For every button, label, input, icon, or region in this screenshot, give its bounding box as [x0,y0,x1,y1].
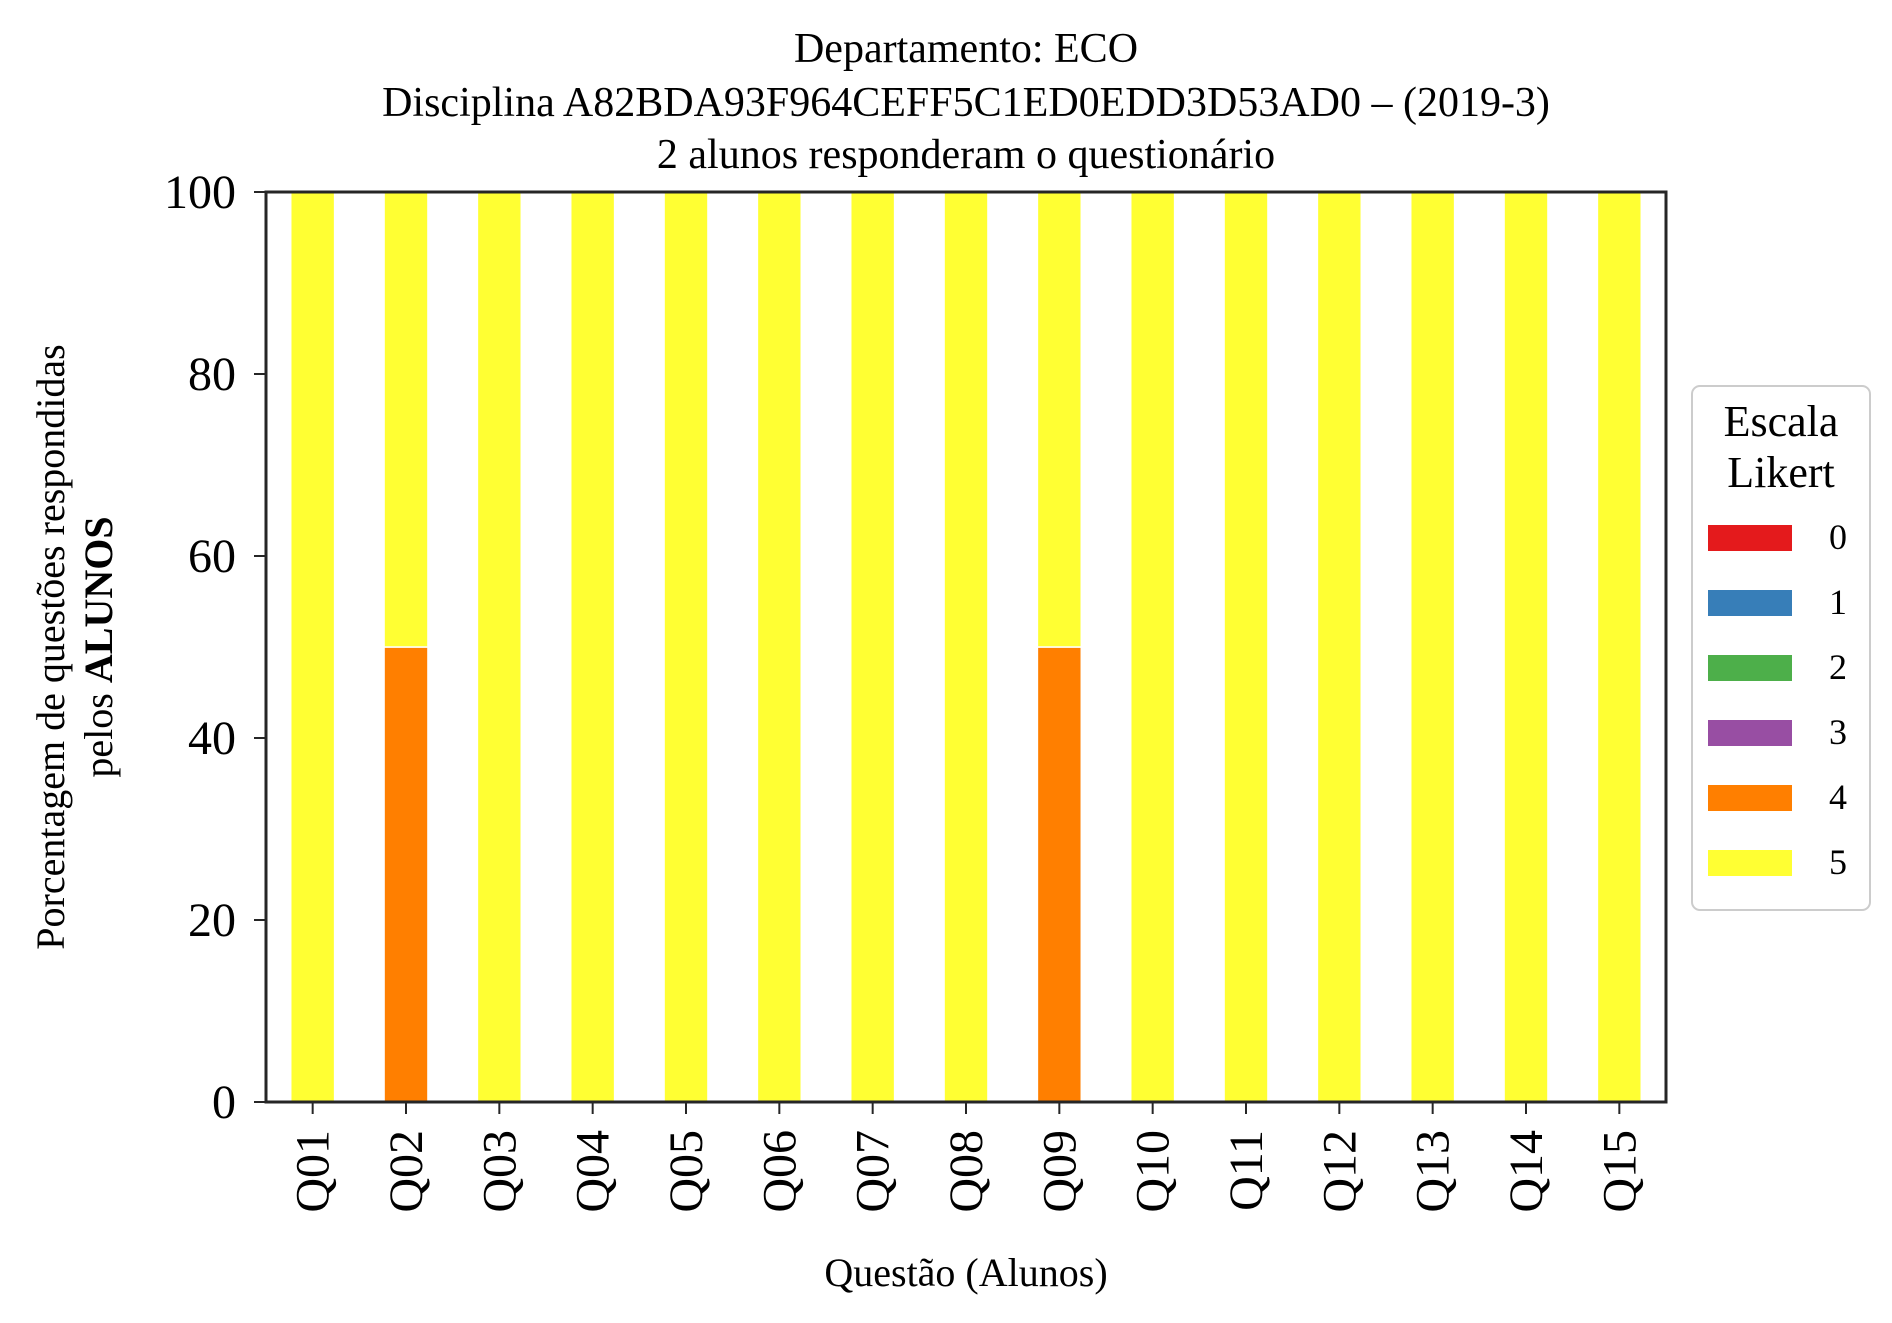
x-tick-label-q02: Q02 [380,1130,433,1213]
x-tick-label-q05: Q05 [660,1130,713,1213]
legend-label-2: 2 [1829,647,1847,687]
title-line-3: 2 alunos responderam o questionário [657,132,1275,178]
x-tick-label-q08: Q08 [940,1130,993,1213]
x-tick-label-q15: Q15 [1593,1130,1646,1213]
legend-title-line-2: Likert [1727,448,1835,497]
bars [289,191,1643,1103]
legend-swatch-2 [1708,655,1792,681]
bar-q09-likert-4 [1036,646,1083,1103]
bar-q12-likert-5 [1316,191,1363,1103]
x-axis-ticks: Q01 Q02 Q03 Q04 Q05 Q06 Q07 Q08 Q09 Q10 Q11 Q12 Q13 Q… [287,1102,1646,1213]
bar-q15-likert-5 [1596,191,1643,1103]
chart-title: Departamento: ECO Disciplina A82BDA93F96… [382,26,1550,178]
y-tick-label: 40 [188,712,236,765]
y-axis-label-line-1: Porcentagem de questões respondidas [28,344,73,949]
x-tick-label-q14: Q14 [1500,1130,1553,1213]
x-tick-label-q04: Q04 [567,1130,620,1213]
legend-swatch-5 [1708,850,1792,876]
legend-label-5: 5 [1829,842,1847,882]
bar-q02-likert-4 [383,646,429,1103]
y-tick-label: 60 [188,530,236,583]
legend-label-3: 3 [1829,712,1847,752]
bar-q08-likert-5 [943,191,989,1103]
legend-frame [1691,385,1871,911]
x-tick-label-q12: Q12 [1313,1130,1366,1213]
bar-q10-likert-5 [1129,191,1176,1103]
plot-frame [264,190,1668,1104]
x-tick-label-q09: Q09 [1033,1130,1086,1213]
x-tick-label-q03: Q03 [473,1130,526,1213]
bar-q04-likert-5 [569,191,616,1103]
y-axis-label-line-2: pelos ALUNOS [76,516,121,777]
y-axis-label-prefix: pelos [76,683,121,777]
x-tick-label-q07: Q07 [847,1130,900,1213]
x-tick-label-q10: Q10 [1127,1130,1180,1213]
x-tick-label-q11: Q11 [1220,1130,1273,1211]
legend-label-1: 1 [1829,582,1847,622]
x-tick-label-q06: Q06 [753,1130,806,1213]
bar-q01-likert-5 [289,191,336,1103]
x-axis-label: Questão (Alunos) [824,1250,1107,1295]
legend-title-line-1: Escala [1724,397,1839,446]
y-tick-label: 100 [164,166,236,219]
legend-swatch-0 [1708,525,1792,551]
bar-q07-likert-5 [849,191,896,1103]
bar-q11-likert-5 [1223,191,1269,1103]
bar-q05-likert-5 [663,191,709,1103]
bar-q14-likert-5 [1503,191,1549,1103]
bar-q13-likert-5 [1409,191,1456,1103]
legend-label-0: 0 [1829,517,1847,557]
legend-label-4: 4 [1829,777,1847,817]
y-tick-label: 0 [212,1076,236,1129]
x-tick-label-q13: Q13 [1407,1130,1460,1213]
y-axis-label-bold: ALUNOS [76,516,121,683]
bar-q06-likert-5 [756,191,803,1103]
bar-q03-likert-5 [476,191,523,1103]
y-tick-label: 20 [188,894,236,947]
legend-swatch-1 [1708,590,1792,616]
legend-entries: 0 1 2 3 4 5 [1708,517,1847,882]
bar-q02-likert-5 [383,191,429,648]
y-axis-ticks: 0 20 40 60 80 100 [164,166,266,1129]
legend-swatch-4 [1708,785,1792,811]
legend: Escala Likert 0 1 2 3 4 5 [1691,385,1871,911]
x-tick-label-q01: Q01 [287,1130,340,1213]
y-axis-label: Porcentagem de questões respondidas pelo… [28,344,121,949]
legend-swatch-3 [1708,720,1792,746]
title-line-1: Departamento: ECO [794,26,1138,72]
bar-q09-likert-5 [1036,191,1083,648]
title-line-2: Disciplina A82BDA93F964CEFF5C1ED0EDD3D53… [382,80,1550,126]
y-tick-label: 80 [188,348,236,401]
